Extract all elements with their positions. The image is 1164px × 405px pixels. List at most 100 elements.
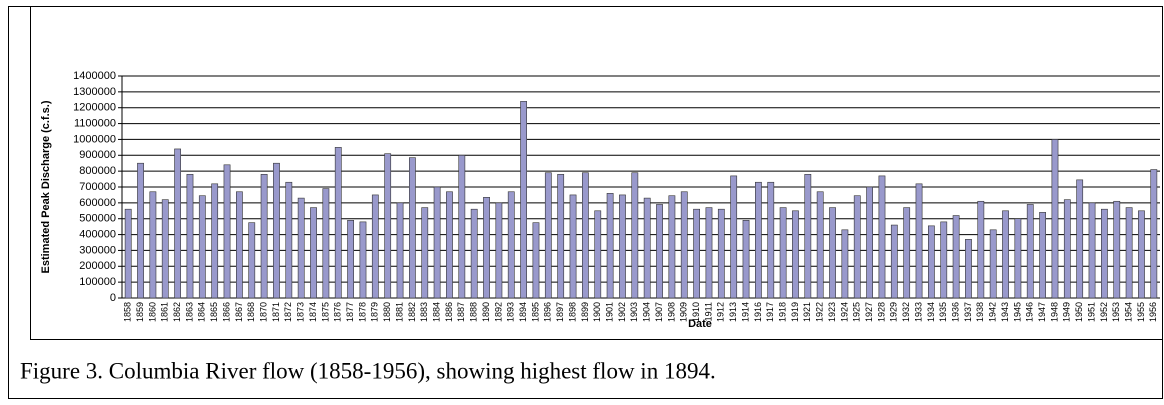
bar — [260, 174, 268, 299]
bar — [458, 154, 466, 299]
x-tick-label: 1945 — [1012, 302, 1022, 322]
y-tick-label: 400000 — [79, 228, 116, 240]
bar — [952, 215, 960, 299]
x-tick-label: 1883 — [419, 302, 429, 322]
bar — [433, 186, 441, 299]
x-tick-label: 1922 — [815, 302, 825, 322]
bar — [347, 220, 354, 299]
x-tick-label: 1861 — [160, 302, 170, 322]
bar — [470, 208, 478, 299]
x-tick-label: 1868 — [246, 302, 256, 322]
bar — [829, 207, 836, 299]
x-tick-label: 1932 — [901, 302, 911, 322]
y-axis-label: Estimated Peak Discharge (c.f.s.) — [40, 100, 52, 273]
bar — [198, 195, 206, 299]
bar — [606, 193, 614, 299]
bar — [1076, 179, 1084, 299]
x-tick-label: 1888 — [469, 302, 479, 322]
x-tick-label: 1897 — [555, 302, 565, 322]
bar — [223, 164, 231, 299]
bar — [1039, 212, 1046, 299]
bar — [149, 191, 157, 299]
y-tick-label: 1300000 — [73, 86, 116, 98]
x-tick-label: 1948 — [1049, 302, 1059, 322]
bar — [1138, 210, 1145, 299]
x-tick-label: 1881 — [394, 302, 404, 322]
x-tick-label: 1873 — [296, 302, 306, 322]
x-tick-label: 1882 — [407, 302, 417, 322]
x-tick-label: 1872 — [283, 302, 293, 322]
x-tick-label: 1870 — [258, 302, 268, 322]
bar — [371, 194, 379, 299]
y-tick-label: 0 — [110, 292, 116, 304]
bar — [359, 221, 367, 299]
bar — [409, 157, 416, 299]
x-tick-label: 1942 — [988, 302, 998, 322]
bar — [680, 191, 688, 299]
x-tick-label: 1904 — [642, 302, 652, 322]
x-tick-label: 1880 — [382, 302, 392, 322]
x-tick-label: 1864 — [197, 302, 207, 322]
x-tick-label: 1952 — [1099, 302, 1109, 322]
x-tick-label: 1865 — [209, 302, 219, 322]
bar — [236, 191, 243, 299]
bar — [656, 204, 663, 299]
y-tick-label: 800000 — [79, 165, 116, 177]
bar — [903, 207, 911, 299]
x-tick-label: 1887 — [456, 302, 466, 322]
x-tick-label: 1878 — [357, 302, 367, 322]
bar — [310, 207, 317, 299]
x-tick-label: 1951 — [1086, 302, 1096, 322]
bar — [693, 208, 700, 299]
bar — [582, 172, 589, 299]
bar — [977, 200, 985, 299]
bar — [297, 197, 305, 299]
x-tick-label: 1898 — [567, 302, 577, 322]
bar — [273, 162, 280, 299]
bar — [717, 208, 725, 299]
x-tick-label: 1894 — [518, 302, 528, 322]
x-axis-label: Date — [688, 318, 712, 330]
x-tick-label: 1901 — [604, 302, 614, 322]
x-tick-label: 1925 — [852, 302, 862, 322]
x-tick-label: 1916 — [753, 302, 763, 322]
x-tick-label: 1950 — [1074, 302, 1084, 322]
x-tick-label: 1917 — [765, 302, 775, 322]
x-tick-label: 1892 — [493, 302, 503, 322]
x-tick-label: 1919 — [790, 302, 800, 322]
x-tick-label: 1858 — [123, 302, 133, 322]
x-tick-label: 1860 — [147, 302, 157, 322]
x-tick-label: 1902 — [617, 302, 627, 322]
x-tick-label: 1893 — [506, 302, 516, 322]
x-tick-label: 1896 — [543, 302, 553, 322]
x-tick-label: 1903 — [629, 302, 639, 322]
bar — [1125, 207, 1133, 299]
bar — [495, 202, 503, 299]
caption: Figure 3. Columbia River flow (1858-1956… — [20, 358, 716, 383]
x-tick-label: 1914 — [740, 302, 750, 322]
x-tick-label: 1874 — [308, 302, 318, 322]
x-tick-label: 1910 — [691, 302, 701, 322]
x-tick-label: 1918 — [777, 302, 787, 322]
bar — [1026, 204, 1034, 299]
bar — [792, 210, 799, 299]
bar — [742, 220, 750, 299]
x-tick-label: 1923 — [827, 302, 837, 322]
bar — [1113, 200, 1121, 299]
bar — [124, 208, 132, 299]
bar — [186, 174, 194, 299]
bar — [248, 222, 256, 299]
bar — [853, 195, 861, 299]
x-tick-label: 1908 — [666, 302, 676, 322]
x-tick-label: 1921 — [802, 302, 812, 322]
x-tick-label: 1884 — [431, 302, 441, 322]
bar — [520, 101, 527, 299]
x-tick-label: 1907 — [654, 302, 664, 322]
bar — [137, 162, 144, 299]
x-tick-label: 1862 — [172, 302, 182, 322]
x-tick-label: 1956 — [1148, 302, 1158, 322]
x-tick-label: 1911 — [703, 302, 713, 321]
y-tick-label: 100000 — [79, 276, 116, 288]
bar — [1150, 169, 1158, 299]
